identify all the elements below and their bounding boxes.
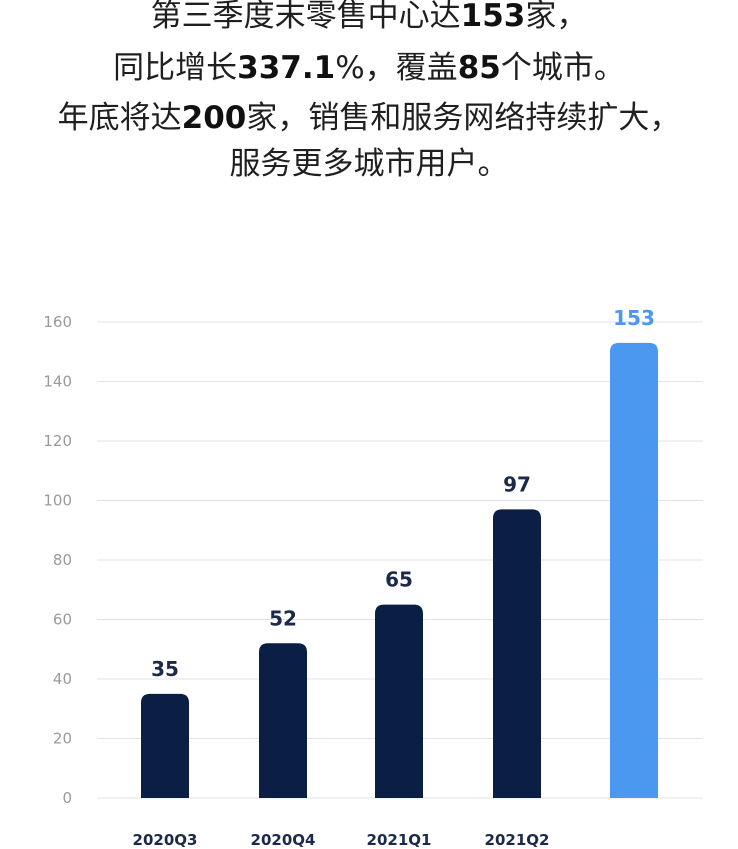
headline-text: 家， <box>525 0 588 34</box>
headline-number: 153 <box>460 0 526 34</box>
y-tick-label: 60 <box>53 611 72 629</box>
headline-text: 第三季度末零售中心达 <box>150 0 461 34</box>
bar <box>141 693 189 798</box>
y-tick-label: 100 <box>43 492 72 510</box>
headline-number: 200 <box>181 100 247 136</box>
x-tick-label: 2021Q2 <box>485 831 550 849</box>
y-tick-label: 80 <box>53 551 72 569</box>
x-tick-label: 2020Q3 <box>133 831 198 849</box>
bar <box>493 509 541 798</box>
headline-line-2: 同比增长337.1%，覆盖85个城市。 <box>0 45 738 92</box>
data-label: 35 <box>151 657 179 681</box>
data-label: 153 <box>613 306 655 330</box>
bar <box>259 643 307 798</box>
y-tick-label: 20 <box>53 730 72 748</box>
headline-text: %，覆盖 <box>335 50 458 86</box>
y-tick-label: 120 <box>43 432 72 450</box>
x-tick-label: 2021Q1 <box>367 831 432 849</box>
headline-text: 服务更多城市用户。 <box>229 146 509 182</box>
headline-number: 85 <box>457 50 501 86</box>
headline-text: 家，销售和服务网络持续扩大， <box>246 100 681 136</box>
headline-line-3: 年底将达200家，销售和服务网络持续扩大， <box>0 95 738 142</box>
y-tick-label: 160 <box>43 313 72 331</box>
data-label: 52 <box>269 606 297 630</box>
headline-line-1: 第三季度末零售中心达153家， <box>0 0 738 40</box>
headline-text: 个城市。 <box>500 50 625 86</box>
y-tick-label: 0 <box>62 789 72 807</box>
y-tick-label: 40 <box>53 670 72 688</box>
x-tick-label: 2020Q4 <box>251 831 316 849</box>
headline-text: 同比增长 <box>113 50 238 86</box>
data-label: 97 <box>503 472 531 496</box>
data-label: 65 <box>385 568 413 592</box>
headline-text: 年底将达 <box>57 100 182 136</box>
headline-number: 337.1 <box>237 50 336 86</box>
bar <box>375 604 423 798</box>
y-tick-label: 140 <box>43 373 72 391</box>
headline-line-4: 服务更多城市用户。 <box>0 141 738 188</box>
bar <box>610 342 658 798</box>
